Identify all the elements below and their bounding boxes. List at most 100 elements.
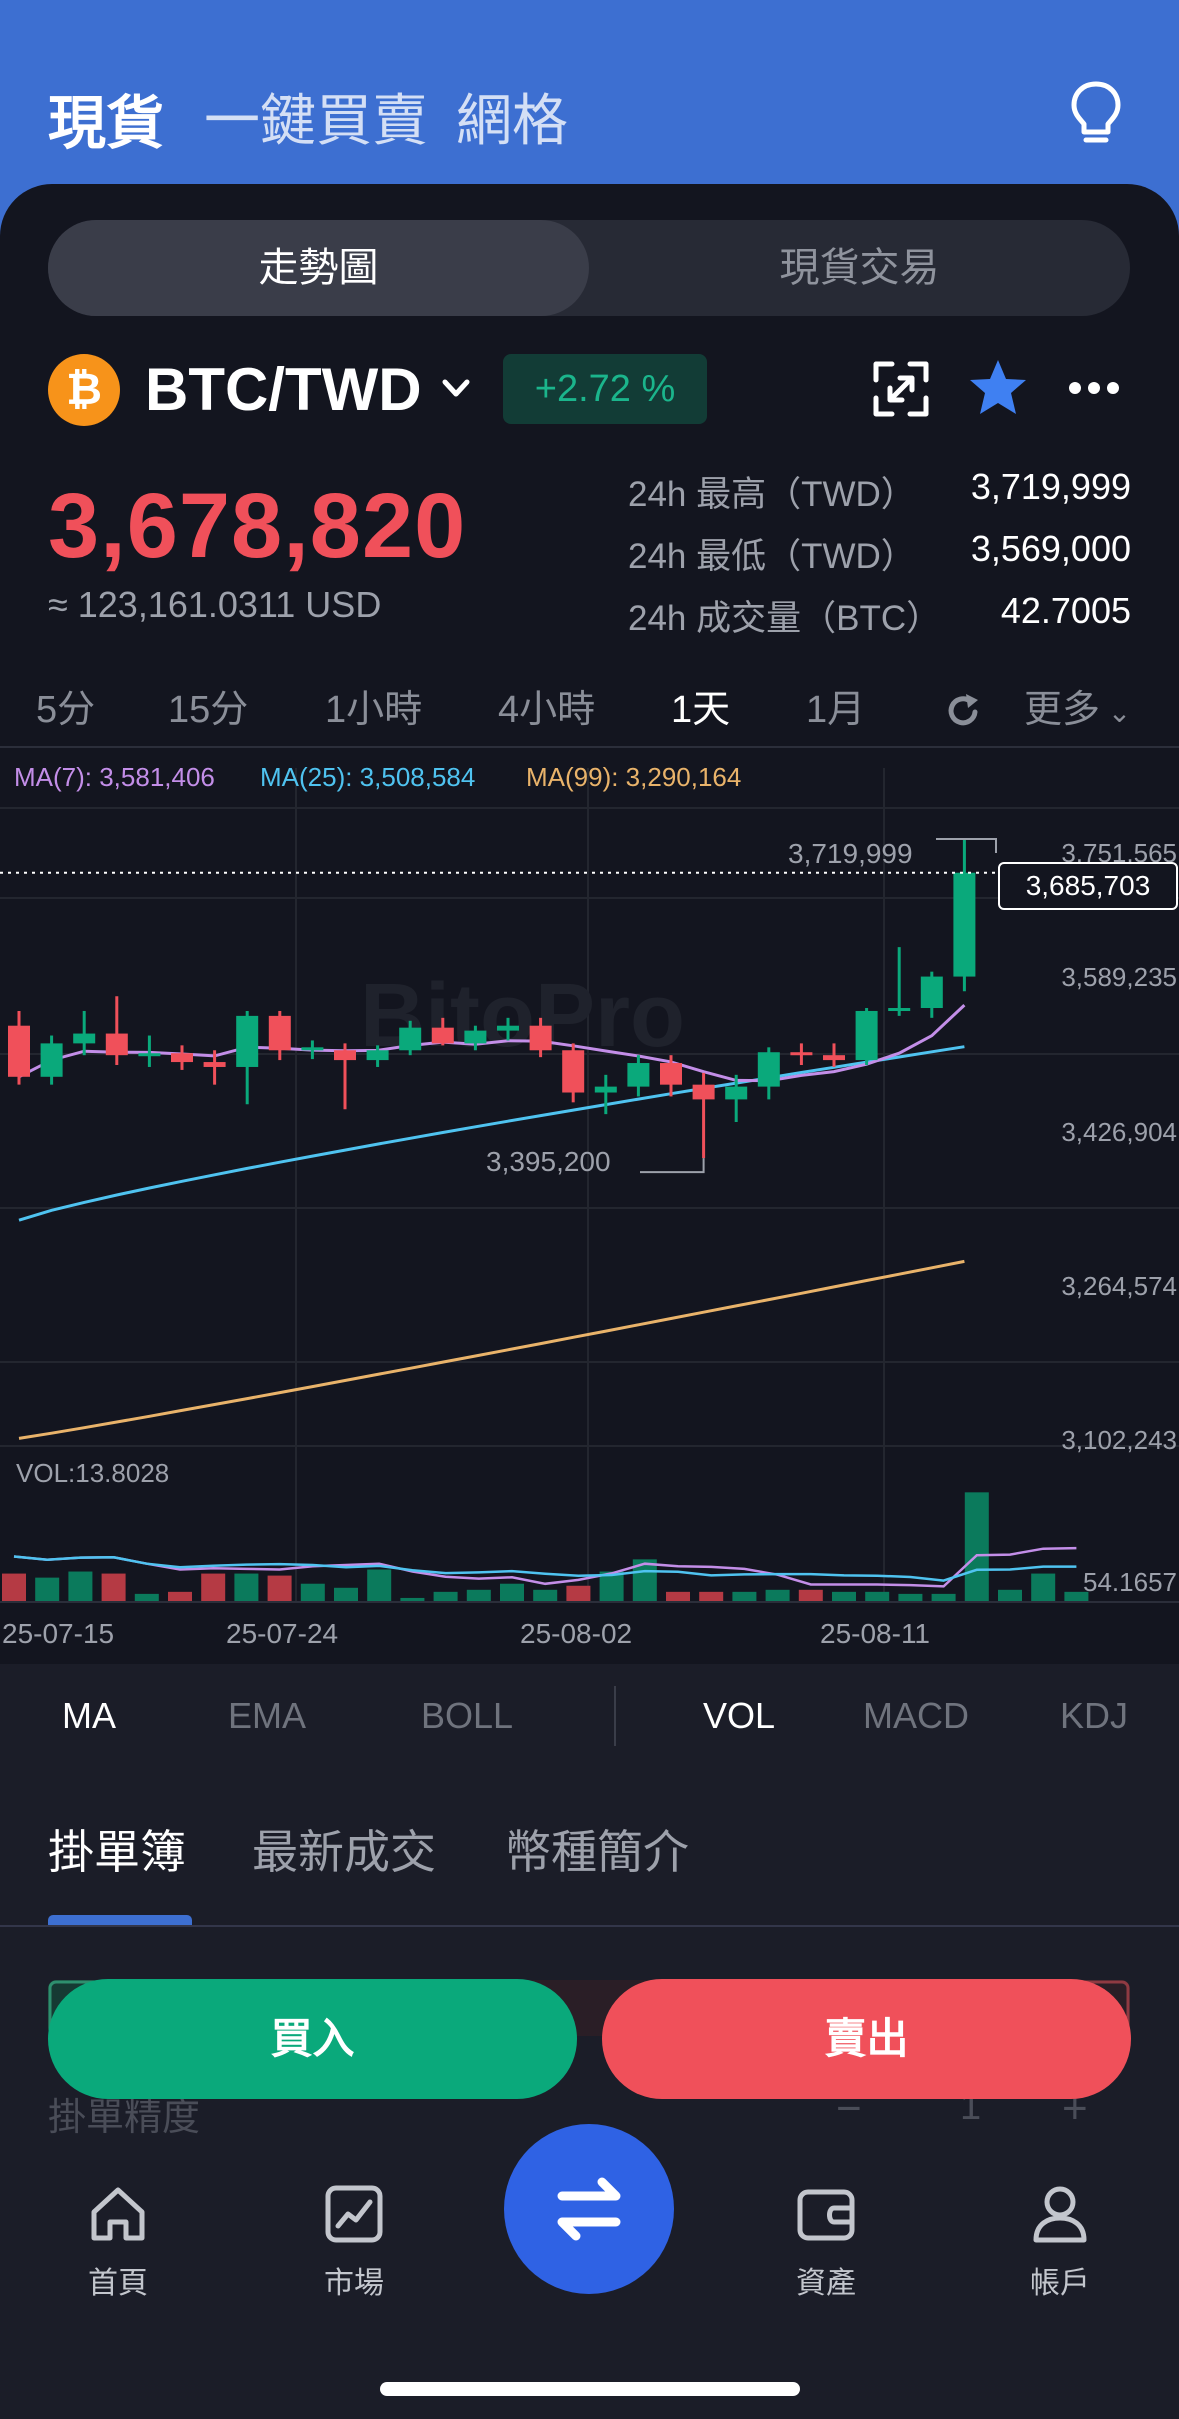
volume-bar xyxy=(765,1589,790,1602)
market-chart-icon xyxy=(325,2185,383,2243)
interval-tab-bar: 5分 15分 1小時 4小時 1天 1月 更多 ⌄ xyxy=(0,674,1179,746)
candle-body xyxy=(594,1086,617,1093)
volume-bar xyxy=(931,1593,956,1602)
price-tick: 3,102,243 xyxy=(1061,1425,1177,1455)
volume-ma5-line xyxy=(13,1546,1077,1588)
candle-body xyxy=(236,1015,259,1067)
nav-account[interactable]: 帳戶 xyxy=(990,2182,1130,2302)
candle-body xyxy=(301,1047,324,1051)
divider xyxy=(0,746,1179,748)
volume-bar xyxy=(865,1591,890,1602)
indicator-vol[interactable]: VOL xyxy=(703,1695,776,1736)
ma99-legend: MA(99): 3,290,164 xyxy=(526,762,742,792)
view-segment-control: 走勢圖 現貨交易 xyxy=(48,220,1130,316)
more-intervals-label: 更多 xyxy=(1024,689,1101,731)
interval-15m[interactable]: 15分 xyxy=(168,689,249,731)
indicator-boll[interactable]: BOLL xyxy=(421,1695,514,1736)
more-intervals-button[interactable]: 更多 ⌄ xyxy=(1024,674,1131,749)
interval-5m[interactable]: 5分 xyxy=(36,689,96,731)
tab-one-click-trade[interactable]: 一鍵買賣 xyxy=(204,89,428,152)
date-tick: 25-08-11 xyxy=(820,1618,931,1649)
segment-spot-trade-button[interactable]: 現貨交易 xyxy=(779,246,940,290)
candle-body xyxy=(790,1052,813,1056)
nav-account-label: 帳戶 xyxy=(1030,2267,1090,2300)
interval-4h[interactable]: 4小時 xyxy=(498,689,596,731)
active-tab-indicator xyxy=(48,1915,192,1925)
chevron-down-icon[interactable] xyxy=(438,370,474,406)
interval-1h[interactable]: 1小時 xyxy=(325,689,423,731)
indicator-ema[interactable]: EMA xyxy=(228,1695,307,1736)
date-tick: 25-08-02 xyxy=(520,1618,633,1649)
more-options-icon[interactable] xyxy=(1068,380,1120,396)
nav-market[interactable]: 市場 xyxy=(284,2182,424,2302)
pair-selector[interactable]: BTC/TWD xyxy=(145,356,422,423)
volume-bar xyxy=(300,1583,325,1602)
volume-bar xyxy=(2,1573,26,1602)
volume-bar xyxy=(68,1571,93,1602)
volume-top-tick: 54.1657 xyxy=(1083,1567,1177,1597)
refresh-icon[interactable] xyxy=(944,692,982,730)
candle-body xyxy=(953,872,976,977)
ma25-line xyxy=(18,1045,965,1222)
volume-bar xyxy=(500,1583,524,1602)
volume-bar xyxy=(201,1573,226,1602)
candlestick-chart[interactable]: BitoPro xyxy=(0,746,1179,1664)
candle-body xyxy=(366,1050,389,1061)
volume-bar xyxy=(433,1591,458,1602)
swap-trade-button[interactable] xyxy=(504,2124,674,2294)
volume-bar xyxy=(134,1593,159,1602)
volume-24h-value: 42.7005 xyxy=(1000,590,1131,631)
volume-bar xyxy=(267,1575,292,1602)
candle-body xyxy=(855,1010,878,1061)
candle-body xyxy=(725,1086,748,1100)
sell-button[interactable]: 賣出 xyxy=(602,1979,1131,2099)
chevron-down-icon: ⌄ xyxy=(1100,697,1132,728)
low-24h-label: 24h 最低（TWD） xyxy=(628,537,916,576)
low-leader-line xyxy=(640,1158,705,1174)
candle-body xyxy=(334,1050,356,1061)
fullscreen-icon[interactable] xyxy=(872,360,930,418)
candle-body xyxy=(138,1053,161,1057)
indicator-kdj[interactable]: KDJ xyxy=(1060,1695,1129,1736)
buy-button[interactable]: 買入 xyxy=(48,1979,577,2099)
nav-home[interactable]: 首頁 xyxy=(48,2182,188,2302)
candle-body xyxy=(8,1025,30,1077)
candle-body xyxy=(920,976,943,1009)
candle-body xyxy=(497,1025,519,1031)
volume-bar xyxy=(1031,1573,1056,1602)
bitcoin-logo-icon: ₿ xyxy=(48,354,120,426)
tab-spot[interactable]: 現貨 xyxy=(48,91,165,156)
wallet-icon xyxy=(797,2189,855,2241)
volume-ma10-line xyxy=(13,1555,1077,1582)
low-24h-value: 3,569,000 xyxy=(970,528,1131,569)
home-indicator xyxy=(380,2382,800,2396)
interval-1mo[interactable]: 1月 xyxy=(806,689,866,731)
volume-bar xyxy=(101,1573,126,1602)
volume-bar xyxy=(234,1573,259,1602)
usd-price: ≈ 123,161.0311 USD xyxy=(48,584,382,625)
tab-coin-intro[interactable]: 幣種簡介 xyxy=(505,1826,689,1878)
ma25-legend: MA(25): 3,508,584 xyxy=(260,762,476,792)
volume-24h-label: 24h 成交量（BTC） xyxy=(628,599,942,638)
segment-chart-button[interactable]: 走勢圖 xyxy=(48,220,589,316)
price-tick: 3,264,574 xyxy=(1061,1271,1177,1301)
indicator-ma[interactable]: MA xyxy=(62,1695,116,1736)
favorite-star-icon[interactable] xyxy=(966,356,1030,420)
candle-body xyxy=(823,1055,845,1061)
tab-grid[interactable]: 網格 xyxy=(456,89,568,152)
volume-bar xyxy=(533,1589,558,1602)
nav-assets[interactable]: 資產 xyxy=(756,2182,896,2302)
volume-bar xyxy=(367,1569,392,1602)
indicator-macd[interactable]: MACD xyxy=(863,1695,969,1736)
lightbulb-icon[interactable] xyxy=(1066,80,1126,144)
interval-1d[interactable]: 1天 xyxy=(671,689,731,731)
candle-body xyxy=(399,1027,422,1051)
price-tick: 3,589,235 xyxy=(1061,962,1177,992)
candle-body xyxy=(431,1027,454,1044)
swap-arrows-icon xyxy=(557,2177,621,2241)
candle-body xyxy=(888,1008,911,1012)
tab-latest-trades[interactable]: 最新成交 xyxy=(252,1826,436,1878)
price-tick: 3,426,904 xyxy=(1061,1117,1177,1147)
tab-order-book[interactable]: 掛單簿 xyxy=(48,1826,186,1878)
candle-body xyxy=(203,1062,226,1067)
